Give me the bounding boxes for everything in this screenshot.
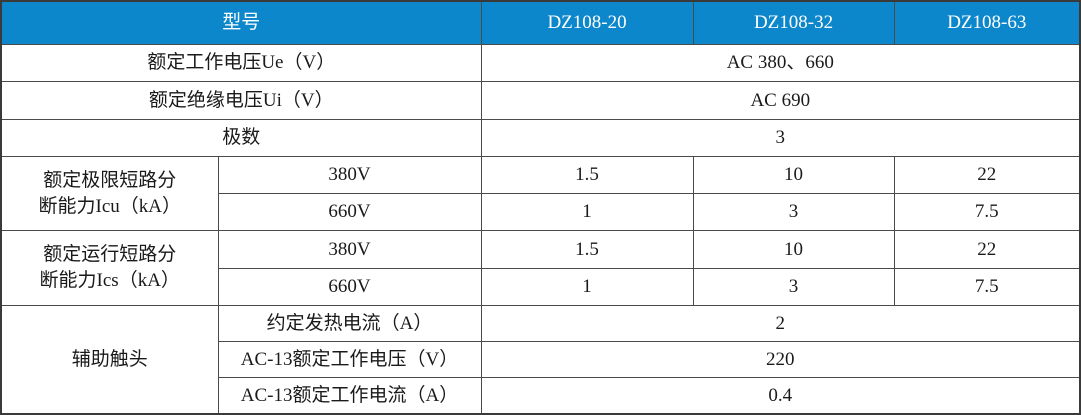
table-row-rated-insulation-voltage: 额定绝缘电压Ui（V） AC 690 (0, 81, 1081, 120)
table-body: 额定工作电压Ue（V） AC 380、660 额定绝缘电压Ui（V） AC 69… (0, 43, 1081, 415)
cell-icu-660v-dz108-32: 3 (692, 192, 895, 232)
sub-label-ics-660v: 660V (217, 267, 482, 306)
group-label-auxiliary-contacts: 辅助触头 (0, 304, 219, 415)
cell-ics-380v-dz108-20: 1.5 (480, 230, 694, 269)
cell-icu-660v-dz108-63: 7.5 (893, 192, 1081, 232)
table-row-icu-660v: 660V 1 3 7.5 (1, 192, 1081, 232)
group-label-ics-line2: 断能力Ics（kA） (39, 270, 180, 291)
row-value-aux-ac13-voltage: 220 (480, 340, 1081, 379)
table-row-aux-ac13-current: AC-13额定工作电流（A） 0.4 (1, 377, 1081, 415)
table-row-rated-working-voltage: 额定工作电压Ue（V） AC 380、660 (0, 43, 1081, 83)
row-label-pole-count: 极数 (0, 118, 482, 157)
sub-label-ics-380v: 380V (217, 230, 482, 269)
header-model-label: 型号 (0, 0, 482, 45)
row-value-rated-insulation-voltage: AC 690 (480, 81, 1081, 120)
group-label-icu: 额定极限短路分 断能力Icu（kA） (0, 155, 219, 232)
sub-label-icu-380v: 380V (217, 155, 482, 195)
group-label-icu-line1: 额定极限短路分 (43, 169, 177, 191)
sub-label-aux-ac13-current: AC-13额定工作电流（A） (217, 377, 482, 415)
cell-ics-660v-dz108-20: 1 (480, 267, 694, 306)
header-variant-dz108-32: DZ108-32 (692, 0, 895, 45)
cell-ics-660v-dz108-63: 7.5 (893, 267, 1081, 306)
group-label-ics-line1: 额定运行短路分 (43, 244, 177, 266)
row-value-rated-working-voltage: AC 380、660 (480, 43, 1081, 83)
header-row: 型号 DZ108-20 DZ108-32 DZ108-63 (0, 0, 1081, 45)
cell-icu-660v-dz108-20: 1 (480, 192, 694, 232)
header-variant-dz108-20: DZ108-20 (480, 0, 694, 45)
group-label-icu-line2: 断能力Icu（kA） (38, 195, 181, 217)
row-value-aux-ac13-current: 0.4 (480, 377, 1081, 415)
sub-label-icu-660v: 660V (217, 192, 482, 232)
header-variant-dz108-63: DZ108-63 (893, 0, 1081, 45)
table-row-ics-660v: 660V 1 3 7.5 (1, 267, 1081, 306)
table-header: 型号 DZ108-20 DZ108-32 DZ108-63 (0, 0, 1081, 45)
cell-ics-380v-dz108-63: 22 (893, 230, 1081, 269)
row-value-aux-thermal-current: 2 (480, 304, 1081, 342)
row-label-rated-insulation-voltage: 额定绝缘电压Ui（V） (0, 81, 482, 120)
group-label-ics: 额定运行短路分 断能力Ics（kA） (0, 230, 219, 306)
row-label-rated-working-voltage: 额定工作电压Ue（V） (0, 43, 482, 83)
sub-label-aux-ac13-voltage: AC-13额定工作电压（V） (217, 340, 482, 379)
table-row-icu-380v: 额定极限短路分 断能力Icu（kA） 380V 1.5 10 22 (0, 155, 1081, 232)
cell-icu-380v-dz108-63: 22 (893, 155, 1081, 195)
cell-icu-380v-dz108-20: 1.5 (480, 155, 694, 195)
row-value-pole-count: 3 (480, 118, 1081, 157)
table-row-pole-count: 极数 3 (0, 118, 1081, 157)
table-row-ics-380v: 额定运行短路分 断能力Ics（kA） 380V 1.5 10 22 (0, 230, 1081, 306)
cell-ics-660v-dz108-32: 3 (692, 267, 895, 306)
cell-ics-380v-dz108-32: 10 (692, 230, 895, 269)
table-row-aux-thermal-current: 辅助触头 约定发热电流（A） 2 (0, 304, 1081, 415)
sub-label-aux-thermal-current: 约定发热电流（A） (217, 304, 482, 342)
cell-icu-380v-dz108-32: 10 (692, 155, 895, 195)
